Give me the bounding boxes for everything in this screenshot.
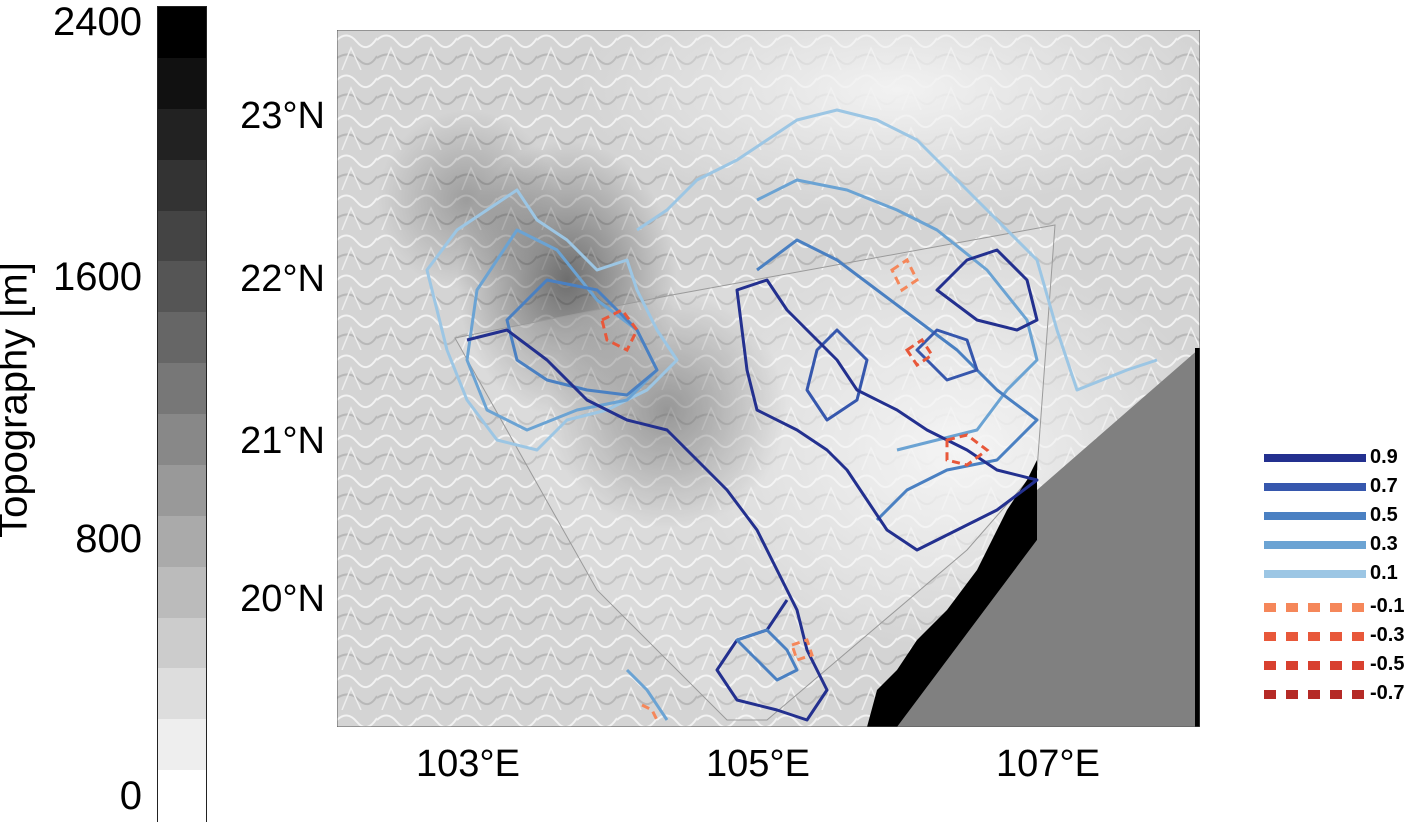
- colorbar-segment: [158, 210, 206, 262]
- colorbar-segment: [158, 159, 206, 211]
- coastline: [867, 460, 1037, 727]
- colorbar-segment: [158, 566, 206, 618]
- colorbar-segment: [158, 515, 206, 568]
- legend-swatch: [1264, 454, 1366, 462]
- colorbar-segment: [158, 7, 206, 59]
- lon-label-107e: 107°E: [996, 743, 1100, 785]
- legend-swatch: [1264, 690, 1366, 699]
- lat-label-23n: 23°N: [240, 95, 325, 137]
- legend-label: -0.3: [1370, 624, 1405, 646]
- colorbar-tick-0: 0: [119, 774, 142, 818]
- legend-label: -0.1: [1370, 595, 1405, 617]
- lon-label-105e: 105°E: [706, 743, 810, 785]
- legend-swatch: [1264, 512, 1366, 520]
- legend-label: 0.3: [1370, 533, 1398, 555]
- colorbar-segment: [158, 363, 206, 415]
- lat-label-22n: 22°N: [240, 258, 325, 300]
- legend-swatch: [1264, 570, 1366, 578]
- colorbar-tick-2400: 2400: [53, 0, 142, 44]
- correlation-contours: [425, 108, 1158, 722]
- colorbar-segment: [158, 464, 206, 517]
- sea-area: [897, 348, 1200, 727]
- legend-label: -0.5: [1370, 653, 1405, 675]
- colorbar-tick-800: 800: [75, 517, 142, 561]
- model-domain-polygon: [454, 224, 1056, 721]
- colorbar-segment: [158, 261, 206, 313]
- legend-label: 0.9: [1370, 446, 1398, 468]
- contour-legend: 0.9 0.7 0.5 0.3 0.1 -0.1 -0.3 -0.5 -0.7: [1262, 444, 1412, 714]
- lon-label-103e: 103°E: [416, 743, 520, 785]
- colorbar-segment: [158, 312, 206, 364]
- legend-swatch: [1264, 661, 1366, 670]
- legend-item: 0.9: [1262, 444, 1412, 472]
- legend-label: -0.7: [1370, 682, 1405, 704]
- negative-contours: [600, 257, 990, 721]
- legend-item: 0.1: [1262, 560, 1412, 588]
- colorbar-label: Topography [m]: [0, 262, 36, 538]
- legend-item: 0.7: [1262, 473, 1412, 501]
- legend-item: 0.5: [1262, 502, 1412, 530]
- legend-swatch: [1264, 541, 1366, 549]
- colorbar-segment: [158, 57, 206, 110]
- legend-swatch: [1264, 632, 1366, 641]
- legend-swatch: [1264, 483, 1366, 491]
- legend-label: 0.5: [1370, 504, 1398, 526]
- legend-item: -0.1: [1262, 593, 1412, 621]
- lat-label-21n: 21°N: [240, 420, 325, 462]
- colorbar-segment: [158, 108, 206, 161]
- colorbar-segment: [158, 414, 206, 466]
- topography-colorbar: [157, 6, 207, 822]
- colorbar-segment: [158, 719, 206, 771]
- colorbar-segment: [158, 617, 206, 669]
- topography-map: [337, 30, 1200, 727]
- legend-swatch: [1264, 603, 1366, 612]
- colorbar-segment: [158, 770, 206, 822]
- legend-item: -0.7: [1262, 680, 1412, 708]
- legend-label: 0.1: [1370, 562, 1398, 584]
- legend-item: 0.3: [1262, 531, 1412, 559]
- legend-item: -0.5: [1262, 651, 1412, 679]
- lat-label-20n: 20°N: [240, 578, 325, 620]
- colorbar-segment: [158, 668, 206, 720]
- colorbar-tick-1600: 1600: [53, 255, 142, 299]
- legend-label: 0.7: [1370, 475, 1398, 497]
- legend-item: -0.3: [1262, 622, 1412, 650]
